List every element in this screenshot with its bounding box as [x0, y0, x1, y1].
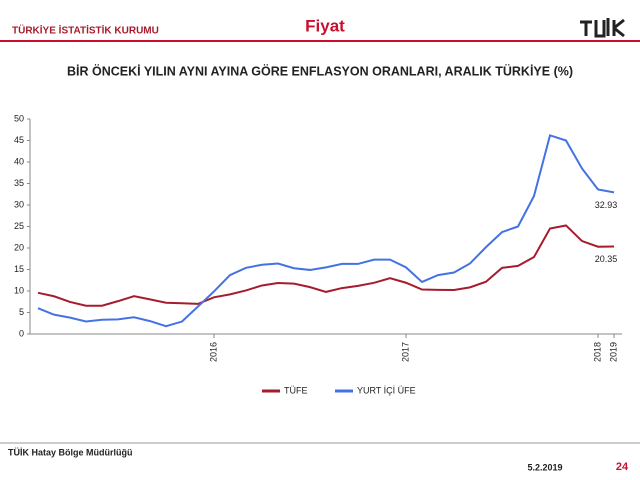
- y-tick-label: 10: [14, 285, 24, 295]
- footer-office: TÜİK Hatay Bölge Müdürlüğü: [8, 447, 133, 457]
- y-tick-label: 25: [14, 221, 24, 231]
- chart-title: BİR ÖNCEKİ YILIN AYNI AYINA GÖRE ENFLASY…: [67, 63, 573, 78]
- line-series: [37, 134, 615, 328]
- x-tick-label: 2017: [400, 342, 410, 362]
- section-title: Fiyat: [305, 16, 345, 35]
- page-number: 24: [616, 461, 629, 473]
- org-name: TÜRKİYE İSTATİSTİK KURUMU: [12, 24, 159, 37]
- line-series: [37, 224, 615, 307]
- logo: [580, 18, 625, 38]
- legend-label: TÜFE: [284, 385, 308, 395]
- y-tick-label: 50: [14, 113, 24, 123]
- legend-label: YURT İÇİ ÜFE: [357, 385, 416, 395]
- data-label: 32.93: [595, 200, 618, 210]
- footer-date: 5.2.2019: [527, 462, 562, 472]
- y-tick-label: 30: [14, 199, 24, 209]
- x-tick-label: 2019: [608, 342, 618, 362]
- x-tick-label: 2016: [208, 342, 218, 362]
- y-tick-label: 45: [14, 135, 24, 145]
- x-tick-label: 2018: [592, 342, 602, 362]
- data-label: 20.35: [595, 254, 618, 264]
- y-tick-label: 20: [14, 242, 24, 252]
- y-tick-label: 5: [19, 307, 24, 317]
- y-tick-label: 0: [19, 328, 24, 338]
- y-tick-label: 35: [14, 178, 24, 188]
- y-tick-label: 40: [14, 156, 24, 166]
- y-tick-label: 15: [14, 264, 24, 274]
